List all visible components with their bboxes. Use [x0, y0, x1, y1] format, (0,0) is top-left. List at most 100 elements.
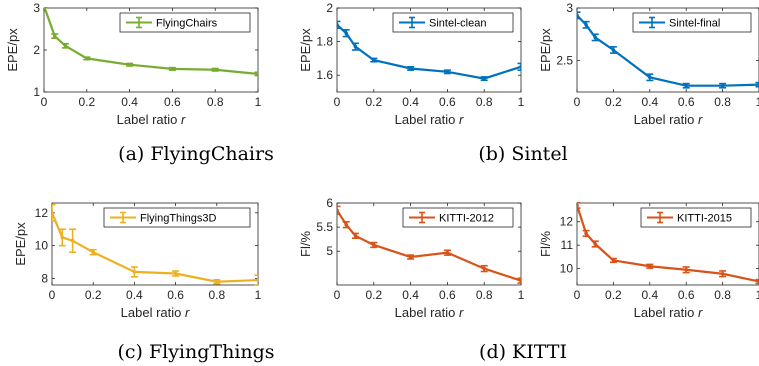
- series-line: [337, 23, 521, 80]
- x-tick-label: 0.6: [167, 288, 184, 302]
- x-tick-label: 0.8: [208, 288, 225, 302]
- legend-label: KITTI-2015: [677, 213, 732, 225]
- data-point: [577, 13, 579, 18]
- x-axis-label-text: Label ratio: [121, 305, 185, 320]
- data-point: [215, 279, 219, 284]
- data-point: [60, 235, 65, 240]
- plot-area: [337, 205, 521, 284]
- y-tick-label: 12: [560, 215, 574, 229]
- axes-box: [576, 7, 759, 93]
- plot-area: [52, 203, 258, 286]
- x-tick-label: 0: [334, 288, 341, 302]
- y-axis-label: EPE/px: [538, 28, 553, 72]
- x-tick-label: 0.6: [439, 95, 456, 109]
- legend-label: FlyingThings3D: [140, 213, 216, 225]
- chart-panel: 0 0.2 0.4 0.6 0.8 1 1.6 1.8 2 Label ratio r EPE/px…: [298, 1, 525, 127]
- legend-box: [103, 207, 251, 228]
- legend-label: Sintel-final: [669, 18, 720, 30]
- data-point: [337, 208, 339, 213]
- plot-area: [577, 11, 759, 89]
- x-tick-label: 1: [518, 95, 525, 109]
- chart-panel: 0 0.2 0.4 0.6 0.8 1 8 10 12 Label ratio r EPE/px Fl…: [13, 202, 262, 320]
- x-tick-label: 0.8: [207, 95, 224, 109]
- data-point: [63, 44, 68, 48]
- data-point: [720, 271, 725, 276]
- data-point: [593, 35, 597, 40]
- x-tick-label: 0.8: [714, 95, 731, 109]
- data-point: [344, 31, 349, 35]
- data-point: [408, 255, 413, 259]
- axes-box: [336, 202, 522, 286]
- x-tick-label: 0.2: [605, 95, 622, 109]
- legend-label: FlyingChairs: [156, 18, 218, 30]
- caption-a: (a) FlyingChairs: [118, 143, 274, 165]
- y-axis-label: EPE/px: [13, 222, 28, 266]
- x-axis-label: Label ratio r: [121, 305, 190, 320]
- legend-box: [640, 207, 752, 228]
- x-tick-label: 0.4: [641, 95, 658, 109]
- x-tick-label: 0.6: [678, 288, 695, 302]
- data-point: [170, 67, 175, 71]
- legend-box: [632, 12, 752, 33]
- x-tick-label: 0.2: [365, 288, 382, 302]
- x-tick-label: 0.8: [476, 288, 493, 302]
- data-point: [256, 278, 258, 282]
- x-axis-label-text: Label ratio: [395, 305, 459, 320]
- data-point: [337, 23, 339, 27]
- data-point: [577, 203, 579, 208]
- x-tick-label: 0.2: [85, 288, 102, 302]
- data-point: [584, 231, 588, 236]
- data-point: [344, 222, 349, 227]
- caption-d: (d) KITTI: [479, 341, 567, 363]
- y-tick-label: 1: [33, 85, 40, 99]
- data-point: [372, 58, 376, 62]
- legend-label: KITTI-2012: [439, 213, 494, 225]
- x-tick-label: 0.8: [476, 95, 493, 109]
- data-point: [482, 266, 487, 271]
- axes-box: [576, 202, 759, 286]
- legend-label: Sintel-clean: [429, 18, 486, 30]
- data-point: [720, 83, 725, 88]
- legend-box: [119, 12, 251, 33]
- x-tick-label: 1: [255, 95, 262, 109]
- x-tick-label: 0: [49, 288, 56, 302]
- x-axis-label-var: r: [181, 112, 186, 127]
- x-tick-label: 0.2: [365, 95, 382, 109]
- y-axis-label: EPE/px: [5, 28, 20, 72]
- x-axis-label-var: r: [698, 112, 703, 127]
- series-line: [337, 209, 521, 282]
- x-axis-label: Label ratio r: [634, 305, 703, 320]
- data-point: [408, 66, 413, 71]
- data-point: [372, 243, 376, 247]
- data-point: [213, 67, 217, 72]
- y-tick-label: 2: [326, 1, 333, 15]
- x-axis-label-text: Label ratio: [117, 112, 181, 127]
- data-point: [132, 270, 137, 274]
- x-axis-label-var: r: [698, 305, 703, 320]
- data-point: [482, 76, 487, 81]
- y-tick-label: 2: [33, 43, 40, 57]
- x-tick-label: 0: [574, 95, 581, 109]
- legend-box: [402, 207, 514, 228]
- axes-box: [336, 7, 522, 93]
- y-axis-label: EPE/px: [298, 28, 313, 72]
- data-point: [611, 48, 616, 52]
- y-tick-label: 5: [326, 244, 333, 258]
- data-point: [684, 83, 688, 88]
- x-axis-label-text: Label ratio: [395, 112, 459, 127]
- y-tick-label: 10: [35, 239, 49, 253]
- data-point: [593, 242, 597, 246]
- chart-panel: 0 0.2 0.4 0.6 0.8 1 1 2 3 Label ratio r EPE/px Flyi…: [5, 1, 262, 127]
- data-point: [584, 23, 588, 27]
- y-tick-label: 3: [566, 1, 573, 15]
- y-tick-label: 5.5: [316, 220, 333, 234]
- y-tick-label: 12: [35, 206, 49, 220]
- x-tick-label: 1: [756, 288, 759, 302]
- series-line: [577, 14, 759, 87]
- x-tick-label: 1: [756, 95, 759, 109]
- data-point: [519, 278, 521, 283]
- x-tick-label: 0.6: [678, 95, 695, 109]
- y-tick-label: 1.6: [316, 68, 333, 82]
- y-axis-label: Fl/%: [298, 231, 313, 257]
